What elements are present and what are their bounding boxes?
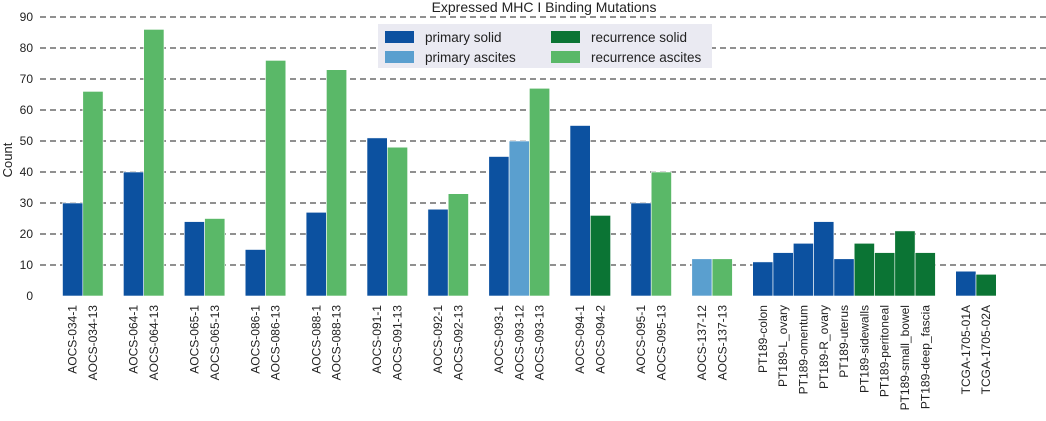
bar (265, 60, 287, 297)
x-tick-label: AOCS-095-1 (634, 305, 648, 374)
bar (833, 258, 855, 297)
y-tick-label: 30 (20, 196, 34, 210)
legend-label: primary solid (425, 30, 502, 45)
x-tick-label: AOCS-088-1 (309, 305, 323, 374)
x-tick-label: AOCS-086-13 (269, 305, 283, 381)
bar (650, 171, 672, 297)
bar (427, 208, 449, 297)
legend-swatch (551, 31, 580, 43)
bar (975, 273, 997, 297)
bar (772, 252, 794, 297)
bar (82, 91, 104, 297)
x-tick-label: PT189-small_bowel (898, 305, 912, 410)
bar (62, 202, 84, 297)
legend-swatch (385, 51, 414, 63)
bar (204, 218, 226, 297)
bar (366, 137, 388, 297)
y-tick-label: 60 (20, 103, 34, 117)
y-tick-label: 70 (20, 72, 34, 86)
y-tick-labels: 0 10 20 30 40 50 60 70 80 90 (20, 10, 34, 303)
legend-swatch (551, 51, 580, 63)
bar (508, 140, 530, 297)
x-tick-label: AOCS-064-13 (147, 305, 161, 381)
x-tick-label: PT189-uterus (837, 305, 851, 378)
x-tick-label: AOCS-137-13 (715, 305, 729, 381)
x-tick-label: AOCS-093-12 (512, 305, 526, 381)
x-tick-label: AOCS-092-13 (451, 305, 465, 381)
bar (874, 252, 896, 297)
bar (326, 69, 347, 297)
bar (244, 249, 266, 297)
y-tick-label: 0 (26, 289, 33, 303)
legend: primary solid primary ascites recurrence s… (378, 24, 712, 68)
bar (447, 193, 469, 297)
x-tick-label: PT189-omentum (796, 305, 810, 394)
legend-label: recurrence solid (591, 30, 687, 45)
legend-swatch (385, 31, 414, 43)
x-tick-label: AOCS-095-13 (654, 305, 668, 381)
bar (589, 215, 611, 297)
x-tick-label: AOCS-094-2 (593, 305, 607, 374)
y-tick-label: 90 (20, 10, 34, 24)
x-tick-label: AOCS-086-1 (248, 305, 262, 374)
x-tick-label: TCGA-1705-02A (979, 305, 993, 394)
x-tick-label: AOCS-091-1 (370, 305, 384, 374)
bar (792, 243, 814, 297)
bar (853, 243, 875, 297)
x-tick-label: PT189-sidewalls (857, 305, 871, 393)
x-tick-label: AOCS-093-13 (533, 305, 547, 381)
bar (955, 270, 977, 297)
x-tick-label: AOCS-091-13 (390, 305, 404, 381)
legend-label: recurrence ascites (591, 50, 702, 65)
x-tick-label: AOCS-064-1 (127, 305, 141, 374)
x-tick-label: PT189-L_ovary (776, 305, 790, 387)
bar (752, 261, 774, 297)
y-tick-label: 10 (20, 258, 34, 272)
x-tick-label: AOCS-092-1 (431, 305, 445, 374)
y-tick-label: 50 (20, 134, 34, 148)
bar (711, 258, 733, 297)
x-tick-label: PT189-peritoneal (878, 305, 892, 397)
bar (813, 221, 835, 297)
bar (143, 29, 165, 297)
x-tick-label: AOCS-065-1 (187, 305, 201, 374)
legend-background (378, 24, 712, 68)
bars (62, 29, 997, 297)
x-tick-label: PT189-colon (756, 305, 770, 373)
bar (914, 252, 936, 297)
y-tick-label: 20 (20, 227, 34, 241)
bar (529, 88, 551, 297)
y-tick-label: 40 (20, 165, 34, 179)
y-axis-title: Count (0, 142, 15, 177)
bar (691, 258, 713, 297)
x-tick-label: AOCS-034-13 (86, 305, 100, 381)
legend-label: primary ascites (425, 50, 516, 65)
x-tick-labels: AOCS-034-1 AOCS-034-13 AOCS-064-1 AOCS-064-… (66, 305, 994, 411)
x-tick-label: PT189-R_ovary (817, 305, 831, 389)
bar (184, 221, 205, 297)
bar (386, 146, 408, 297)
bar (123, 171, 145, 297)
y-tick-label: 80 (20, 41, 34, 55)
x-tick-label: PT189-deep_fascia (918, 305, 932, 409)
bar (305, 212, 327, 297)
x-tick-label: TCGA-1705-01A (959, 305, 973, 394)
chart-title: Expressed MHC I Binding Mutations (432, 0, 657, 15)
x-tick-label: AOCS-034-1 (66, 305, 80, 374)
x-tick-label: AOCS-094-1 (573, 305, 587, 374)
x-tick-label: AOCS-137-12 (695, 305, 709, 381)
x-tick-label: AOCS-093-1 (492, 305, 506, 374)
bar (569, 125, 591, 297)
bar (488, 156, 510, 297)
bar (630, 202, 652, 297)
x-tick-label: AOCS-088-13 (330, 305, 344, 381)
x-tick-label: AOCS-065-13 (208, 305, 222, 381)
bar (894, 230, 916, 297)
